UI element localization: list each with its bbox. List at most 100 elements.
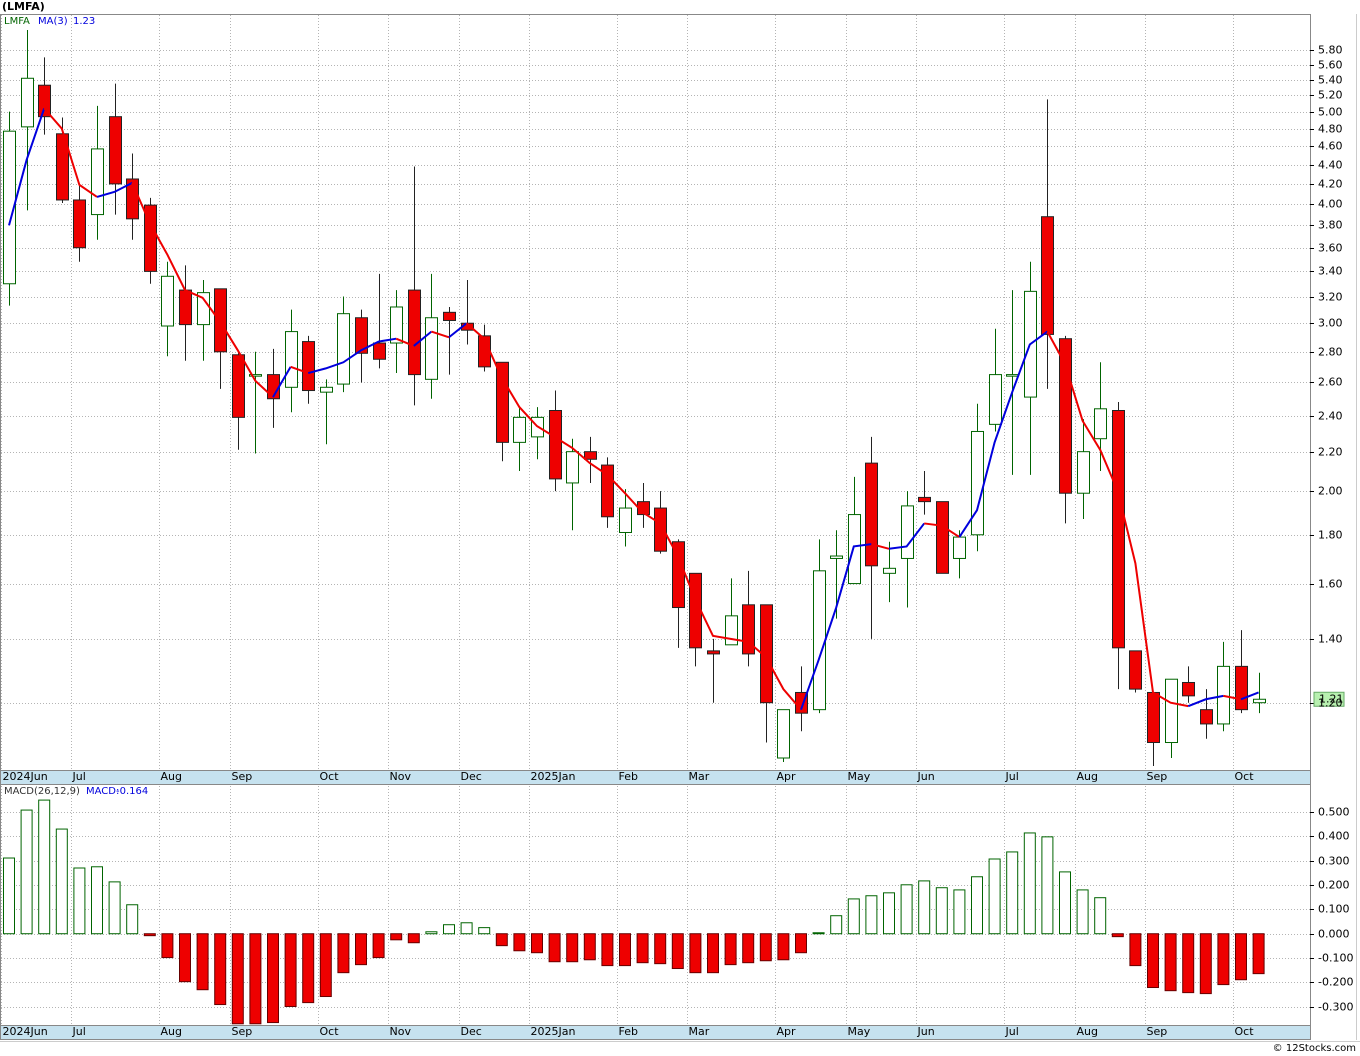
y-tick-label: 4.20	[1318, 178, 1343, 191]
x-tick-label: 2025Jan	[531, 770, 576, 783]
candle-body	[337, 313, 350, 385]
x-tick-label: Oct	[1235, 770, 1255, 783]
candle-body	[513, 416, 526, 443]
macd-bar	[443, 924, 455, 935]
candle-body	[496, 361, 509, 443]
macd-bar	[1164, 933, 1177, 992]
candle-body	[777, 709, 790, 759]
macd-bar	[478, 927, 491, 935]
x-tick-label: Feb	[619, 770, 638, 783]
candle-body	[91, 148, 104, 216]
x-tick-label: May	[848, 1025, 871, 1038]
x-tick-label: Aug	[161, 770, 182, 783]
x-tick-label: Oct	[320, 1025, 340, 1038]
macd-bar	[284, 933, 297, 1008]
macd-bar	[566, 933, 579, 963]
price-panel	[0, 14, 1311, 771]
macd-bar	[847, 898, 860, 935]
macd-bar	[196, 933, 209, 991]
y-tick-label: 5.20	[1318, 89, 1343, 102]
y-tick-label: 0.000	[1318, 928, 1350, 941]
x-tick-label: Jul	[72, 1025, 86, 1038]
macd-bar	[319, 933, 332, 998]
x-tick-label: Nov	[390, 770, 412, 783]
macd-bar	[830, 915, 843, 935]
y-tick-label: 2.00	[1318, 485, 1343, 498]
macd-bar	[214, 933, 227, 1006]
candle-body	[1147, 691, 1160, 744]
y-tick-label: -0.100	[1318, 952, 1353, 965]
chart-title: (LMFA)	[2, 0, 45, 13]
macd-bar	[1182, 933, 1195, 994]
candle-body	[883, 567, 896, 574]
x-tick-label: Sep	[232, 770, 253, 783]
ma-line	[272, 366, 292, 398]
ma-line	[131, 182, 274, 398]
legend-macd-value: -0.164	[116, 786, 148, 797]
macd-bar	[531, 933, 543, 954]
candle-body	[848, 514, 861, 585]
ma-line	[1240, 691, 1259, 701]
y-tick-label: 4.00	[1318, 198, 1343, 211]
candle-body	[285, 331, 298, 388]
marks	[3, 30, 1345, 1025]
ma-line	[924, 522, 960, 538]
ma-line	[871, 543, 890, 550]
y-tick-label: 2.20	[1318, 446, 1343, 459]
candle-body	[584, 451, 597, 460]
candle-body	[566, 451, 579, 484]
ma-line	[43, 107, 98, 198]
x-tick-label: Dec	[461, 1025, 482, 1038]
x-tick-label: Sep	[1147, 770, 1168, 783]
y-tick-label: 1.60	[1318, 578, 1343, 591]
macd-bar	[1252, 933, 1265, 975]
ma-line	[1223, 694, 1242, 701]
candle-body	[830, 555, 843, 559]
x-tick-label: Jun	[917, 1025, 935, 1038]
x-tick-label: Jul	[1005, 770, 1019, 783]
macd-bar	[179, 933, 191, 983]
x-tick-label: May	[848, 770, 871, 783]
candle-body	[1129, 650, 1142, 690]
candle-body	[320, 386, 333, 393]
macd-bar	[777, 933, 790, 961]
x-tick-label: Aug	[161, 1025, 182, 1038]
macd-bar	[865, 895, 878, 935]
macd-bar	[1059, 871, 1071, 935]
ma-line	[800, 543, 872, 710]
macd-bar	[372, 933, 385, 959]
candle-body	[813, 570, 826, 711]
macd-bar	[601, 933, 614, 967]
y-tick-label: 0.200	[1318, 879, 1350, 892]
macd-bar	[20, 809, 33, 935]
macd-bar	[953, 889, 966, 935]
macd-bar	[495, 933, 508, 947]
macd-bar	[1111, 933, 1124, 938]
candle-body	[953, 536, 966, 559]
x-tick-label: Oct	[320, 770, 340, 783]
x-tick-label: 2024Jun	[3, 1025, 48, 1038]
y-tick-label: 1.40	[1318, 633, 1343, 646]
legend-ticker: LMFA	[4, 16, 30, 27]
y-tick-label: 5.80	[1318, 44, 1343, 57]
y-tick-label: 0.400	[1318, 830, 1350, 843]
ma-line	[958, 330, 1048, 538]
macd-bar	[883, 892, 895, 935]
candle-body	[1200, 709, 1213, 725]
legend-ma-value: 1.23	[73, 16, 95, 27]
ma-line	[413, 330, 433, 347]
ma-line	[395, 337, 415, 347]
candle-body	[918, 496, 931, 503]
macd-bar	[918, 880, 931, 935]
candle-body	[179, 289, 192, 326]
x-tick-label: Sep	[1147, 1025, 1168, 1038]
macd-bar	[337, 933, 350, 974]
macd-bar	[249, 933, 262, 1025]
candle-body	[1182, 681, 1195, 697]
x-tick-label: Mar	[689, 1025, 710, 1038]
candle-body	[408, 289, 421, 376]
macd-bar	[73, 867, 86, 935]
x-tick-label: Aug	[1077, 770, 1098, 783]
macd-bar	[900, 884, 913, 935]
